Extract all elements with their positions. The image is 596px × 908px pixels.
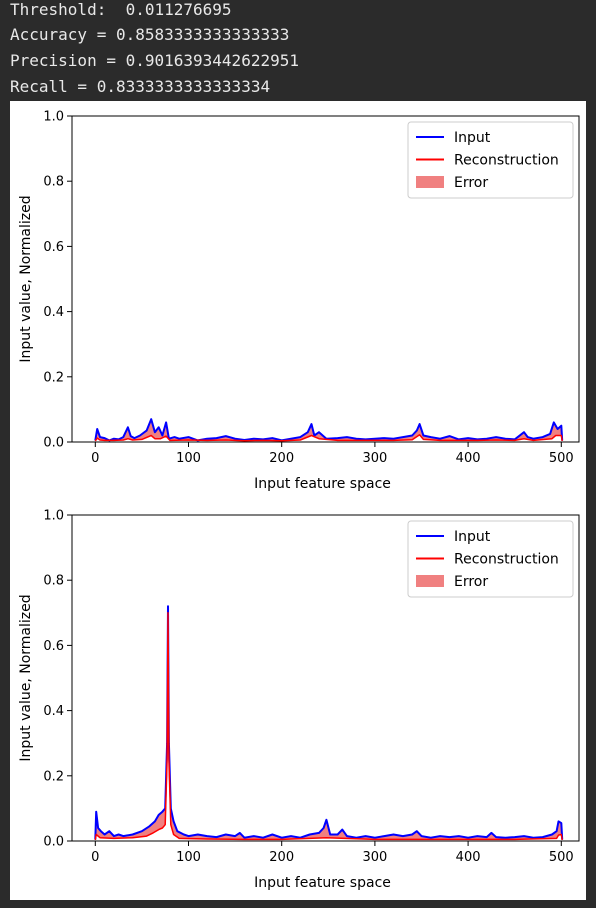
figure-panel: 0 100 200 300 400 500 0.0 0.2 0.4 0.6 0.8 1.0 Input …	[10, 101, 586, 900]
x-tick-label: 100	[176, 451, 201, 466]
chart-1: 0 100 200 300 400 500 0.0 0.2 0.4 0.6 0.8 1.0 Input …	[18, 110, 580, 492]
x-tick-label: 500	[549, 850, 574, 865]
x-axis-label: Input feature space	[254, 476, 391, 492]
legend-error-label: Error	[454, 175, 488, 191]
legend-reconstruction-label: Reconstruction	[454, 153, 559, 169]
y-tick-label: 0.2	[43, 370, 64, 385]
legend-error-label: Error	[454, 574, 488, 590]
y-tick-label: 0.0	[43, 436, 64, 451]
legend-error-swatch	[416, 176, 444, 188]
axes-frame	[71, 514, 580, 842]
y-tick-label: 0.2	[43, 769, 64, 784]
x-tick-label: 500	[549, 451, 574, 466]
input-line	[94, 418, 564, 442]
y-tick-label: 0.4	[43, 305, 64, 320]
x-tick-label: 100	[176, 850, 201, 865]
reconstruction-line	[94, 612, 563, 841]
input-line	[94, 605, 564, 840]
precision-line: Precision = 0.9016393442622951	[10, 51, 299, 70]
x-tick-label: 0	[91, 451, 99, 466]
x-tick-label: 400	[456, 850, 481, 865]
legend-box	[407, 520, 574, 598]
figure-svg: 0 100 200 300 400 500 0.0 0.2 0.4 0.6 0.8 1.0 Input …	[18, 110, 580, 891]
legend: Input Reconstruction Error	[407, 121, 574, 199]
axes-frame	[71, 115, 580, 443]
y-tick-label: 0.6	[43, 639, 64, 654]
x-tick-label: 300	[362, 850, 387, 865]
y-tick-label: 0.6	[43, 240, 64, 255]
y-tick-label: 0.8	[43, 574, 64, 589]
legend-input-label: Input	[454, 130, 491, 146]
x-tick-label: 0	[91, 850, 99, 865]
y-tick-label: 1.0	[43, 509, 64, 524]
y-axis-label: Input value, Normalized	[18, 594, 34, 761]
reconstruction-line	[94, 434, 563, 442]
chart-2: 0 100 200 300 400 500 0.0 0.2 0.4 0.6 0.8 1.0 Input …	[18, 509, 580, 891]
y-tick-label: 0.4	[43, 704, 64, 719]
x-tick-label: 200	[269, 850, 294, 865]
legend-input-label: Input	[454, 529, 491, 545]
y-tick-label: 1.0	[43, 110, 64, 125]
console-output: Threshold: 0.011276695 Accuracy = 0.8583…	[0, 0, 596, 100]
y-tick-label: 0.0	[43, 835, 64, 850]
legend-error-swatch	[416, 575, 444, 587]
threshold-line: Threshold: 0.011276695	[10, 0, 232, 19]
legend-reconstruction-label: Reconstruction	[454, 552, 559, 568]
recall-line: Recall = 0.8333333333333334	[10, 77, 271, 96]
y-tick-label: 0.8	[43, 175, 64, 190]
legend-box	[407, 121, 574, 199]
legend: Input Reconstruction Error	[407, 520, 574, 598]
x-tick-label: 200	[269, 451, 294, 466]
x-axis-label: Input feature space	[254, 875, 391, 891]
x-tick-label: 300	[362, 451, 387, 466]
y-axis-label: Input value, Normalized	[18, 195, 34, 362]
x-tick-label: 400	[456, 451, 481, 466]
accuracy-line: Accuracy = 0.8583333333333333	[10, 25, 290, 44]
